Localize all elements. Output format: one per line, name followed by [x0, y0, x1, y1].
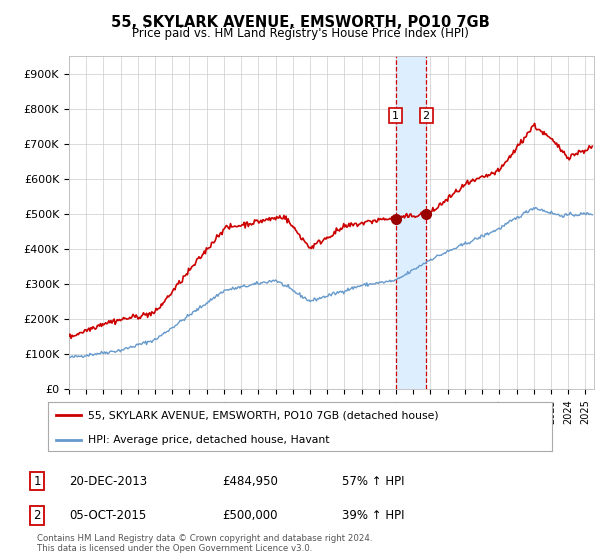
Text: 57% ↑ HPI: 57% ↑ HPI [342, 474, 404, 488]
Text: Price paid vs. HM Land Registry's House Price Index (HPI): Price paid vs. HM Land Registry's House … [131, 27, 469, 40]
Text: Contains HM Land Registry data © Crown copyright and database right 2024.
This d: Contains HM Land Registry data © Crown c… [37, 534, 373, 553]
Text: 2: 2 [34, 509, 41, 522]
Text: 1: 1 [392, 111, 399, 120]
Text: £500,000: £500,000 [222, 509, 277, 522]
Text: 20-DEC-2013: 20-DEC-2013 [69, 474, 147, 488]
Text: HPI: Average price, detached house, Havant: HPI: Average price, detached house, Hava… [88, 435, 330, 445]
Text: 1: 1 [34, 474, 41, 488]
Text: 05-OCT-2015: 05-OCT-2015 [69, 509, 146, 522]
Text: 55, SKYLARK AVENUE, EMSWORTH, PO10 7GB (detached house): 55, SKYLARK AVENUE, EMSWORTH, PO10 7GB (… [88, 410, 439, 421]
Text: 55, SKYLARK AVENUE, EMSWORTH, PO10 7GB: 55, SKYLARK AVENUE, EMSWORTH, PO10 7GB [110, 15, 490, 30]
Text: 39% ↑ HPI: 39% ↑ HPI [342, 509, 404, 522]
Bar [395, 56, 426, 389]
Text: 2: 2 [422, 111, 430, 120]
Text: £484,950: £484,950 [222, 474, 278, 488]
